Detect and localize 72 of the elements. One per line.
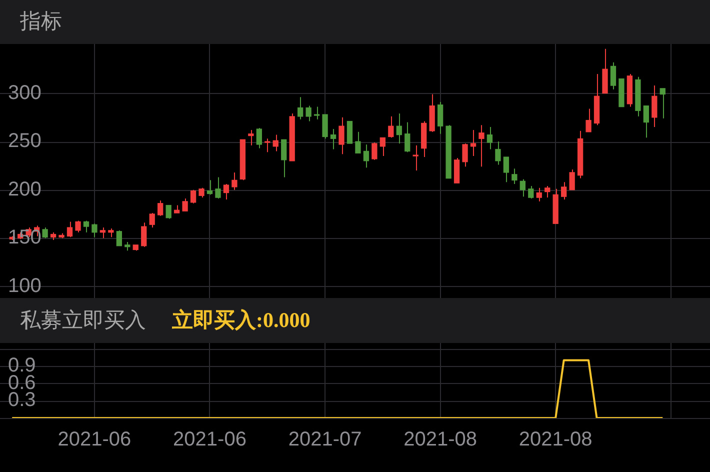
candlestick <box>322 114 328 140</box>
candlestick <box>306 105 312 122</box>
candlestick <box>182 198 188 212</box>
y-tick-label: 300 <box>8 82 42 104</box>
x-tick-label: 2021-07 <box>288 428 362 451</box>
y-tick-label: 0.3 <box>8 389 36 412</box>
y-tick-label: 250 <box>8 130 42 152</box>
y-tick-label: 150 <box>8 226 42 249</box>
candlestick <box>520 178 526 198</box>
candlestick <box>149 212 155 228</box>
candlestick <box>141 222 147 248</box>
candlestick <box>66 221 73 238</box>
candlestick <box>586 108 592 132</box>
chart-title: 私募立即买入 <box>20 309 146 332</box>
candlestick <box>297 96 304 120</box>
candlestick <box>314 106 320 120</box>
candlestick <box>503 156 510 183</box>
candlestick <box>528 185 534 200</box>
candlestick <box>355 131 361 154</box>
candlestick <box>652 85 658 128</box>
candlestick <box>495 141 501 166</box>
candlestick <box>512 168 518 185</box>
candlestick <box>206 180 213 196</box>
x-tick-label: 2021-06 <box>58 428 132 451</box>
candlestick <box>330 128 336 150</box>
candlestick <box>83 220 90 233</box>
candlestick <box>396 113 402 144</box>
candlestick <box>75 220 81 233</box>
chart-title: 指标 <box>20 10 62 33</box>
candlestick <box>478 124 484 168</box>
candlestick <box>256 128 262 149</box>
candlestick <box>660 88 666 119</box>
candlestick <box>470 129 476 157</box>
candlestick <box>272 134 278 152</box>
x-tick-label: 2021-08 <box>518 428 592 451</box>
candlestick <box>462 142 468 168</box>
candlestick <box>248 129 254 146</box>
candlestick <box>116 230 122 246</box>
candlestick <box>92 223 98 238</box>
candlestick <box>281 139 287 178</box>
candlestick <box>363 144 370 168</box>
candlestick <box>388 116 394 138</box>
y-tick-label: 200 <box>8 178 42 200</box>
candlestick <box>346 120 353 144</box>
x-tick-label: 2021-06 <box>173 428 246 451</box>
text: 立即买入:0.000 <box>172 308 310 332</box>
candlestick <box>100 227 106 239</box>
candlestick <box>454 157 460 184</box>
candlestick <box>486 126 493 150</box>
candlestick <box>412 144 418 172</box>
candlestick <box>198 187 204 198</box>
candlestick <box>610 62 616 90</box>
candlestick <box>338 116 344 155</box>
candlestick <box>158 200 164 216</box>
candlestick <box>372 142 378 160</box>
candlestick <box>536 187 542 202</box>
candlestick <box>223 184 230 200</box>
candlestick <box>404 122 410 153</box>
candlestick <box>544 185 550 198</box>
candlestick <box>643 105 650 138</box>
y-tick-label: 100 <box>8 274 42 297</box>
x-tick-label: 2021-08 <box>404 428 478 451</box>
candlestick <box>166 204 172 220</box>
candlestick <box>380 137 386 157</box>
candlestick <box>569 169 575 190</box>
candlestick <box>190 189 196 204</box>
candlestick <box>437 101 444 134</box>
candlestick <box>232 172 238 190</box>
candlestick <box>264 138 270 153</box>
candlestick <box>42 227 48 239</box>
candlestick <box>561 182 567 200</box>
candlestick <box>215 176 221 200</box>
